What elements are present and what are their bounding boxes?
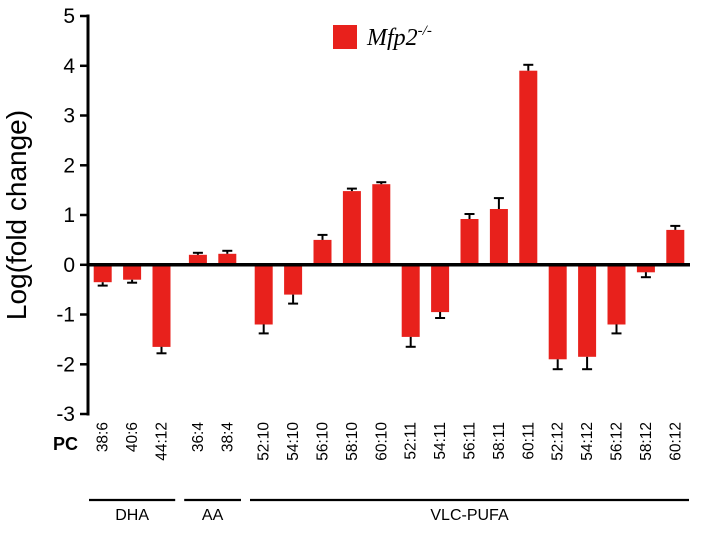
bar-38:6: [93, 264, 112, 283]
y-tick-label-5: 5: [63, 5, 75, 28]
x-tick-label-38:4: 38:4: [219, 422, 236, 453]
x-tick-label-52:11: 52:11: [403, 422, 420, 460]
x-tick-label-60:10: 60:10: [373, 422, 390, 461]
bar-60:12: [666, 229, 685, 265]
x-tick-label-44:12: 44:12: [154, 422, 171, 461]
bar-54:10: [284, 264, 303, 295]
x-tick-label-58:10: 58:10: [344, 422, 361, 461]
bar-54:12: [578, 264, 597, 357]
bar-56:11: [460, 219, 479, 265]
x-tick-label-54:10: 54:10: [285, 422, 302, 461]
bar-52:12: [548, 264, 567, 360]
bar-38:4: [218, 253, 237, 265]
bar-44:12: [152, 264, 171, 347]
bar-52:11: [401, 264, 420, 337]
x-tick-label-56:10: 56:10: [315, 422, 332, 461]
bar-58:11: [489, 209, 508, 265]
y-tick-label--1: -1: [56, 304, 75, 327]
legend-superscript: -/-: [418, 23, 432, 39]
x-tick-label-54:12: 54:12: [579, 422, 596, 461]
y-tick-label-4: 4: [63, 55, 75, 78]
group-label-DHA: DHA: [115, 507, 149, 524]
x-tick-label-56:12: 56:12: [609, 422, 626, 461]
x-tick-label-60:11: 60:11: [520, 422, 537, 460]
y-tick-label--2: -2: [56, 353, 75, 376]
x-tick-label-36:4: 36:4: [190, 422, 207, 453]
y-tick-label-1: 1: [63, 204, 75, 227]
x-tick-label-52:12: 52:12: [550, 422, 567, 461]
bar-60:10: [372, 184, 391, 265]
bar-54:11: [431, 264, 450, 313]
y-axis-title: Log(fold change): [1, 110, 32, 320]
legend-label: Mfp2-/-: [366, 23, 432, 51]
x-tick-label-58:11: 58:11: [491, 422, 508, 460]
x-tick-label-60:12: 60:12: [667, 422, 684, 461]
y-tick-label-0: 0: [63, 254, 75, 277]
x-tick-label-40:6: 40:6: [124, 422, 141, 452]
bar-52:10: [254, 264, 273, 325]
y-tick-label-3: 3: [63, 105, 75, 128]
bar-40:6: [123, 264, 142, 280]
y-tick-label--3: -3: [56, 403, 75, 426]
group-label-AA: AA: [202, 507, 224, 524]
pc-axis-label: PC: [53, 434, 78, 454]
bar-56:12: [607, 264, 626, 325]
x-tick-label-58:12: 58:12: [638, 422, 655, 461]
x-tick-label-54:11: 54:11: [432, 422, 449, 460]
bar-60:11: [519, 70, 538, 265]
x-tick-label-56:11: 56:11: [462, 422, 479, 460]
legend-swatch: [333, 25, 357, 49]
y-tick-label-2: 2: [63, 154, 75, 177]
group-label-VLC-PUFA: VLC-PUFA: [430, 507, 509, 524]
bar-56:10: [313, 239, 332, 265]
x-tick-label-38:6: 38:6: [95, 422, 112, 452]
bar-58:10: [342, 191, 361, 265]
bar-36:4: [188, 254, 207, 265]
x-tick-label-52:10: 52:10: [256, 422, 273, 461]
bar-58:12: [636, 264, 655, 273]
